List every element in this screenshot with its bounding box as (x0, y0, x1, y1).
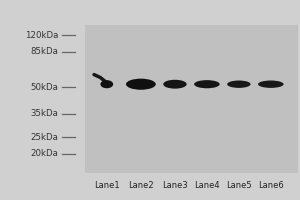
Text: Lane6: Lane6 (258, 181, 284, 190)
Text: Lane5: Lane5 (226, 181, 252, 190)
Ellipse shape (258, 80, 284, 88)
Ellipse shape (126, 79, 156, 90)
Text: Lane3: Lane3 (162, 181, 188, 190)
Ellipse shape (227, 80, 250, 88)
Text: 20kDa: 20kDa (30, 149, 58, 158)
Text: Lane2: Lane2 (128, 181, 154, 190)
Text: 50kDa: 50kDa (30, 83, 58, 92)
Ellipse shape (100, 80, 113, 88)
Text: Lane4: Lane4 (194, 181, 220, 190)
Ellipse shape (194, 80, 220, 88)
Text: 35kDa: 35kDa (30, 109, 58, 118)
Text: 85kDa: 85kDa (30, 47, 58, 56)
Ellipse shape (163, 80, 187, 89)
Text: Lane1: Lane1 (94, 181, 120, 190)
Text: 120kDa: 120kDa (25, 31, 58, 40)
Text: 25kDa: 25kDa (30, 133, 58, 142)
